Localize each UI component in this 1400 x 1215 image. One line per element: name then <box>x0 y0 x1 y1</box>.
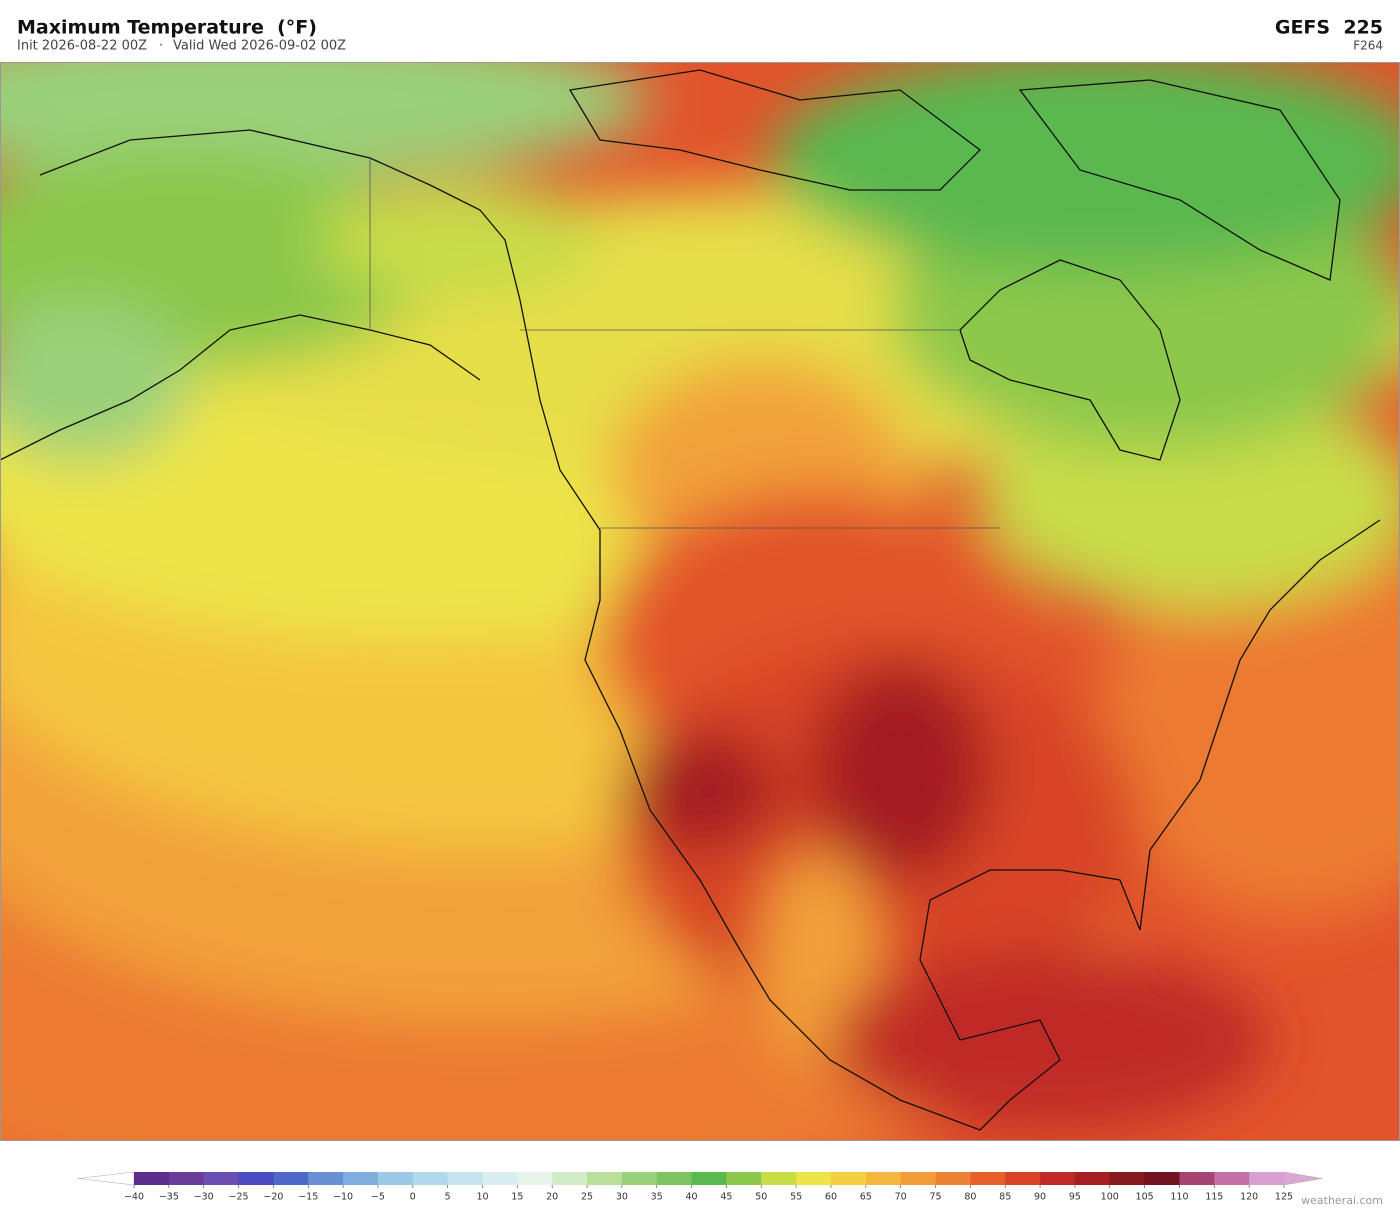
colorbar-bin <box>1179 1172 1215 1185</box>
colorbar-tick-label: 110 <box>1170 1192 1188 1203</box>
colorbar-over <box>1283 1171 1323 1186</box>
colorbar-tick-label: 55 <box>790 1192 802 1203</box>
colorbar-tick-label: 30 <box>616 1192 628 1203</box>
colorbar-tick-label: 0 <box>410 1192 416 1203</box>
colorbar-tick-label: 40 <box>686 1192 698 1203</box>
colorbar-tick-label: 35 <box>651 1192 663 1203</box>
colorbar-bin <box>412 1172 449 1185</box>
colorbar-bin <box>1005 1172 1041 1185</box>
colorbar-bin <box>1074 1172 1111 1185</box>
colorbar-bin <box>900 1172 936 1185</box>
colorbar-bin <box>273 1172 309 1185</box>
colorbar-bin <box>726 1172 762 1185</box>
colorbar-bin <box>1109 1172 1146 1185</box>
colorbar-bin <box>935 1172 971 1185</box>
colorbar-tick-label: 60 <box>825 1192 837 1203</box>
colorbar-tick-label: 45 <box>720 1192 732 1203</box>
colorbar-tick-label: 95 <box>1069 1192 1081 1203</box>
colorbar-tick-label: −20 <box>263 1192 283 1203</box>
colorbar-bin <box>830 1172 867 1185</box>
colorbar-bin <box>168 1172 205 1185</box>
colorbar-tick-label: −30 <box>194 1192 214 1203</box>
colorbar-bin <box>1144 1172 1180 1185</box>
credit: weatherai.com <box>1301 1194 1383 1207</box>
colorbar-tick-label: 20 <box>546 1192 558 1203</box>
init-time: Init 2026-08-22 00Z <box>17 39 147 54</box>
colorbar-bin <box>1040 1172 1076 1185</box>
colorbar-tick-label: 85 <box>999 1192 1011 1203</box>
forecast-hour: F264 <box>1353 39 1383 53</box>
colorbar-bin <box>447 1172 483 1185</box>
colorbar-bin <box>238 1172 274 1185</box>
colorbar-bin <box>970 1172 1006 1185</box>
colorbar-tick-label: 75 <box>929 1192 941 1203</box>
colorbar-tick-label: 100 <box>1101 1192 1119 1203</box>
map <box>0 62 1400 1140</box>
colorbar-tick-label: −35 <box>159 1192 179 1203</box>
colorbar-tick-label: 10 <box>476 1192 488 1203</box>
title: Maximum Temperature (°F) <box>17 17 317 39</box>
colorbar-tick-label: 15 <box>511 1192 523 1203</box>
colorbar-bin <box>377 1172 414 1185</box>
colorbar-tick-label: 5 <box>445 1192 451 1203</box>
separator: · <box>159 39 163 54</box>
colorbar: −40 −35 −30 −25 −20 −15 −10 −5 0 5 10 15 20 25 30 35 40 4… <box>77 1171 1323 1203</box>
colorbar-tick-label: 80 <box>964 1192 976 1203</box>
colorbar-tick-label: 90 <box>1034 1192 1046 1203</box>
colorbar-bin <box>308 1172 344 1185</box>
colorbar-bin <box>482 1172 518 1185</box>
colorbar-bin <box>865 1172 902 1185</box>
colorbar-bin <box>656 1172 692 1185</box>
colorbar-bin <box>796 1172 832 1185</box>
colorbar-bin <box>134 1172 170 1185</box>
colorbar-bin <box>1249 1172 1285 1185</box>
colorbar-tick-label: 65 <box>860 1192 872 1203</box>
colorbar-tick-label: 105 <box>1136 1192 1154 1203</box>
model: GEFS 225 <box>1275 17 1383 39</box>
colorbar-bin <box>343 1172 379 1185</box>
colorbar-tick-label: 125 <box>1275 1192 1293 1203</box>
colorbar-tick-label: 25 <box>581 1192 593 1203</box>
colorbar-tick-label: 70 <box>895 1192 907 1203</box>
colorbar-bin <box>552 1172 588 1185</box>
colorbar-bin <box>691 1172 727 1185</box>
colorbar-bin <box>203 1172 239 1185</box>
colorbar-tick-label: −25 <box>229 1192 249 1203</box>
colorbar-tick-label: −40 <box>124 1192 144 1203</box>
colorbar-bin <box>1214 1172 1250 1185</box>
colorbar-bin <box>517 1172 553 1185</box>
colorbar-bin <box>621 1172 658 1185</box>
colorbar-tick-label: −15 <box>298 1192 318 1203</box>
colorbar-tick-label: −5 <box>371 1192 385 1203</box>
colorbar-tick-label: 115 <box>1205 1192 1223 1203</box>
colorbar-tick-label: 120 <box>1240 1192 1258 1203</box>
colorbar-under <box>77 1171 135 1186</box>
colorbar-bin <box>587 1172 623 1185</box>
valid-time: Valid Wed 2026-09-02 00Z <box>173 39 346 54</box>
colorbar-tick-label: −10 <box>333 1192 353 1203</box>
colorbar-bin <box>761 1172 797 1185</box>
colorbar-tick-label: 50 <box>755 1192 767 1203</box>
